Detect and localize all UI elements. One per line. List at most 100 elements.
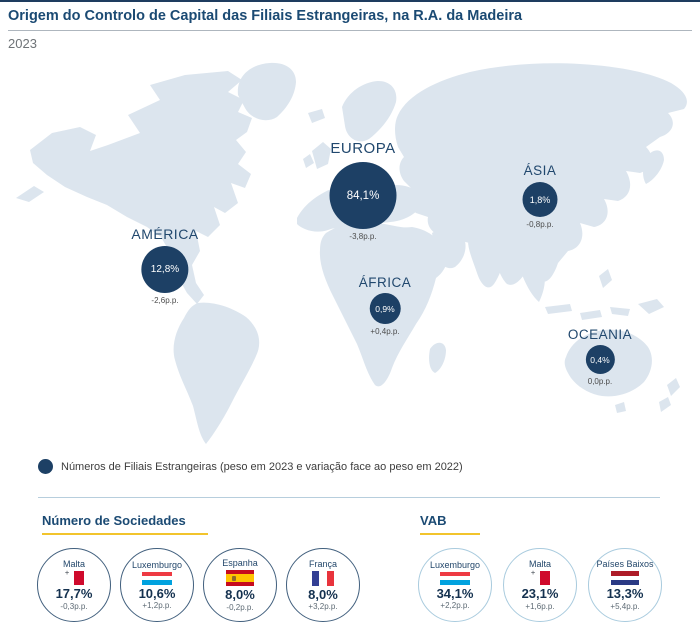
region-variation: -0,8p.p. [526,220,554,229]
flag-stripe [611,571,639,576]
george-cross-icon: + [531,570,536,578]
flag-stripe [142,575,172,581]
section-underline [42,533,208,535]
country-name: Países Baixos [596,559,654,570]
country-variation: +1,6p.p. [525,601,555,611]
region-marker-asia: ÁSIA 1,8% -0,8p.p. [522,163,558,229]
region-marker-america: AMÉRICA 12,8% -2,6p.p. [131,226,198,305]
section-title-vab: VAB [420,513,447,528]
country-name: Luxemburgo [429,559,481,570]
france-flag-icon [312,570,334,586]
region-value: 1,8% [529,194,551,205]
flag-stripe [226,574,254,583]
region-marker-europa: EUROPA 84,1% -3,8p.p. [329,140,397,241]
region-variation: -2,6p.p. [151,296,179,305]
country-variation: -0,2p.p. [226,602,254,612]
country-value: 10,6% [138,585,176,601]
country-value: 34,1% [436,585,474,601]
flag-stripe [142,580,172,585]
country-variation: +5,4p.p. [610,601,640,611]
flag-stripe [440,575,470,581]
flag-stripe: + [64,570,74,586]
country-value: 8,0% [308,586,338,602]
country-value: 17,7% [55,586,93,602]
country-card-malta-vab: Malta + 23,1% +1,6p.p. [503,548,577,622]
region-label: ÁFRICA [358,275,412,290]
region-variation: -3,8p.p. [349,232,377,241]
region-variation: +0,4p.p. [370,327,400,336]
luxembourg-flag-icon [142,571,172,585]
region-label: OCEANIA [567,327,633,342]
region-value: 12,8% [150,264,180,275]
region-bubble: 12,8% [141,246,189,293]
country-name: França [308,558,337,569]
country-value: 8,0% [225,587,255,603]
country-card-franca: França 8,0% +3,2p.p. [286,548,360,622]
section-title-sociedades: Número de Sociedades [42,513,186,528]
country-name: Malta [528,559,551,570]
section-underline [420,533,480,535]
spain-emblem-icon [232,575,236,581]
flag-stripe [319,570,327,586]
page-title: Origem do Controlo de Capital das Filiai… [8,8,523,24]
country-card-malta: Malta + 17,7% -0,3p.p. [37,548,111,622]
map-legend: Números de Filiais Estrangeiras (peso em… [38,459,463,474]
country-variation: -0,3p.p. [60,601,88,611]
flag-stripe [326,570,334,586]
region-variation: 0,0p.p. [587,377,613,386]
region-label: EUROPA [330,140,396,157]
country-card-espanha: Espanha 8,0% -0,2p.p. [203,548,277,622]
flag-stripe [611,575,639,581]
continent-greenland [237,62,296,121]
flag-stripe: + [530,570,540,586]
region-marker-oceania: OCEANIA 0,4% 0,0p.p. [568,327,632,386]
region-marker-africa: ÁFRICA 0,9% +0,4p.p. [359,275,412,336]
flag-stripe [226,582,254,587]
region-label: ÁSIA [523,163,557,178]
flag-stripe [440,571,470,576]
netherlands-flag-icon [611,571,639,586]
region-value: 84,1% [346,189,380,202]
region-bubble: 0,9% [369,293,401,324]
country-variation: +3,2p.p. [308,602,338,612]
continent-north-america [16,71,252,304]
region-value: 0,4% [590,354,610,365]
country-name: Espanha [222,558,258,569]
flag-stripe [540,571,550,586]
top-border [0,0,700,2]
flag-stripe [74,571,84,586]
region-bubble: 0,4% [585,345,615,374]
title-divider [8,30,692,31]
flag-stripe [142,571,172,576]
continent-south-america [173,302,260,444]
country-name: Luxemburgo [131,559,183,570]
section-divider [38,497,660,498]
country-name: Malta [62,559,85,570]
region-bubble: 1,8% [522,182,558,217]
country-value: 23,1% [521,586,559,602]
legend-dot-icon [38,459,53,474]
country-card-paises-baixos: Países Baixos 13,3% +5,4p.p. [588,548,662,622]
flag-stripe [312,570,320,586]
spain-flag-icon [226,570,254,587]
country-card-luxemburgo: Luxemburgo 10,6% +1,2p.p. [120,548,194,622]
legend-text: Números de Filiais Estrangeiras (peso em… [61,460,463,473]
region-label: AMÉRICA [131,226,199,242]
country-variation: +1,2p.p. [142,601,172,611]
george-cross-icon: + [65,570,70,578]
year-label: 2023 [8,36,37,51]
vab-cards: Luxemburgo 34,1% +2,2p.p. Malta + 23,1% … [418,548,662,622]
flag-stripe [226,570,254,575]
luxembourg-flag-icon [440,571,470,585]
flag-stripe [611,580,639,586]
world-map [16,62,687,444]
country-variation: +2,2p.p. [440,601,470,611]
malta-flag-icon: + [530,570,550,586]
malta-flag-icon: + [64,570,84,586]
flag-stripe [440,580,470,585]
sociedades-cards: Malta + 17,7% -0,3p.p. Luxemburgo 10,6% … [37,548,360,622]
country-card-luxemburgo-vab: Luxemburgo 34,1% +2,2p.p. [418,548,492,622]
country-value: 13,3% [606,586,644,602]
region-bubble: 84,1% [329,162,397,229]
